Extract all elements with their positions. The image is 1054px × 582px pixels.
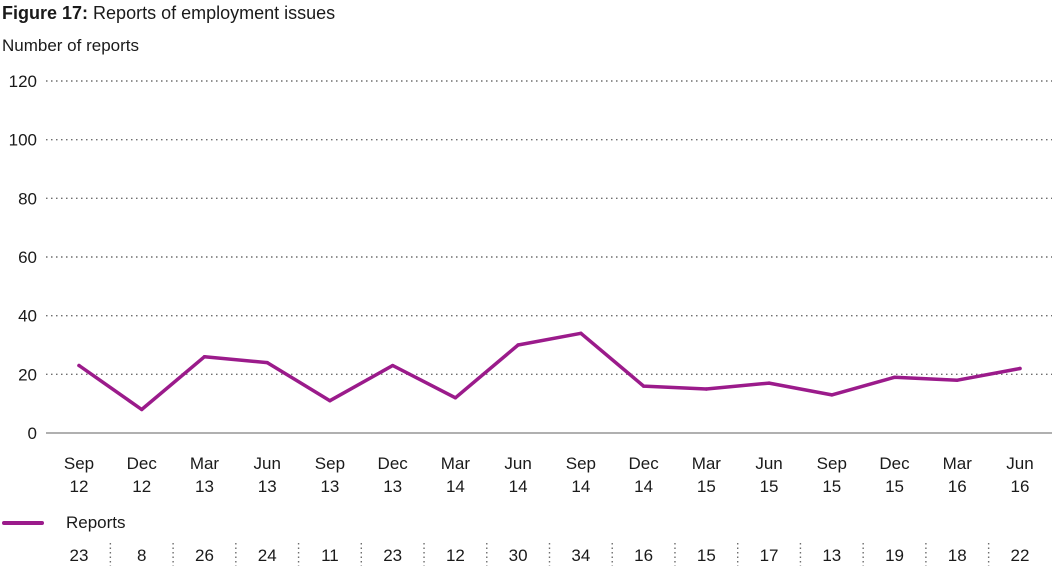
x-tick-label-month: Dec bbox=[378, 454, 409, 473]
data-point bbox=[641, 384, 646, 388]
data-point bbox=[265, 360, 269, 365]
data-point bbox=[140, 407, 144, 412]
data-table-value: 11 bbox=[321, 546, 339, 565]
x-tick-label-month: Jun bbox=[504, 454, 531, 473]
data-table-value: 24 bbox=[258, 546, 277, 565]
data-point bbox=[704, 387, 709, 391]
x-tick-label-year: 15 bbox=[697, 477, 716, 496]
data-table-value: 8 bbox=[137, 546, 146, 565]
legend-label: Reports bbox=[66, 513, 126, 532]
x-tick-label-month: Jun bbox=[253, 454, 280, 473]
data-point bbox=[202, 355, 207, 359]
data-table-value: 15 bbox=[697, 546, 716, 565]
data-table-value: 19 bbox=[885, 546, 904, 565]
chart-title: Figure 17: Reports of employment issues bbox=[2, 3, 335, 23]
data-table-value: 23 bbox=[383, 546, 402, 565]
x-tick-label-year: 13 bbox=[383, 477, 402, 496]
data-table-value: 18 bbox=[948, 546, 967, 565]
x-tick-label-month: Sep bbox=[64, 454, 94, 473]
y-tick-label: 120 bbox=[9, 72, 37, 91]
x-tick-label-month: Mar bbox=[943, 454, 973, 473]
x-tick-label-year: 15 bbox=[760, 477, 779, 496]
x-tick-label-month: Mar bbox=[190, 454, 220, 473]
y-tick-label: 20 bbox=[18, 365, 37, 384]
x-tick-label-month: Jun bbox=[1006, 454, 1033, 473]
figure-title: Reports of employment issues bbox=[93, 3, 336, 23]
x-tick-label-year: 15 bbox=[822, 477, 841, 496]
x-tick-label-month: Mar bbox=[692, 454, 722, 473]
y-tick-label: 40 bbox=[18, 307, 37, 326]
x-tick-label-year: 13 bbox=[258, 477, 277, 496]
data-table-value: 23 bbox=[70, 546, 89, 565]
y-tick-label: 80 bbox=[18, 189, 37, 208]
x-tick-label-year: 14 bbox=[634, 477, 653, 496]
x-tick-label-month: Mar bbox=[441, 454, 471, 473]
x-tick-label-month: Jun bbox=[755, 454, 782, 473]
data-table-value: 17 bbox=[760, 546, 779, 565]
x-tick-label-year: 14 bbox=[509, 477, 528, 496]
x-tick-label-month: Dec bbox=[628, 454, 659, 473]
x-axis-ticks: Sep 12 Dec 12 Mar 13 Jun 13 Sep 13 Dec 13 Mar 14 Jun 14… bbox=[64, 454, 1034, 496]
data-point bbox=[579, 331, 583, 335]
legend-swatch bbox=[2, 521, 44, 525]
series-line-reports bbox=[77, 331, 1022, 412]
x-tick-label-month: Dec bbox=[127, 454, 158, 473]
x-tick-label-month: Dec bbox=[879, 454, 910, 473]
data-table-value: 30 bbox=[509, 546, 528, 565]
x-tick-label-year: 12 bbox=[132, 477, 151, 496]
data-point bbox=[892, 375, 897, 379]
x-tick-label-year: 15 bbox=[885, 477, 904, 496]
data-table-value: 34 bbox=[571, 546, 590, 565]
data-table: 23 8 26 24 11 23 12 30 34 16 15 17 13 19 18 22 bbox=[70, 543, 1030, 566]
x-tick-label-year: 12 bbox=[70, 477, 89, 496]
data-point bbox=[830, 393, 834, 397]
data-point bbox=[390, 363, 395, 368]
figure-label: Figure 17: bbox=[2, 3, 89, 23]
x-tick-label-month: Sep bbox=[566, 454, 596, 473]
data-point bbox=[767, 381, 771, 385]
data-table-value: 16 bbox=[634, 546, 653, 565]
data-table-value: 13 bbox=[822, 546, 841, 565]
y-tick-label: 0 bbox=[28, 424, 37, 443]
x-tick-label-year: 13 bbox=[320, 477, 339, 496]
data-table-value: 12 bbox=[446, 546, 465, 565]
series-group bbox=[77, 331, 1022, 412]
y-axis-ticks: 0 20 40 60 80 100 120 bbox=[9, 72, 37, 443]
x-tick-label-year: 14 bbox=[571, 477, 590, 496]
data-point bbox=[328, 399, 332, 403]
x-tick-label-month: Sep bbox=[315, 454, 345, 473]
data-point bbox=[1018, 366, 1022, 371]
data-table-value: 26 bbox=[195, 546, 214, 565]
y-tick-label: 60 bbox=[18, 248, 37, 267]
y-tick-label: 100 bbox=[9, 131, 37, 150]
gridlines bbox=[46, 80, 1052, 434]
data-point bbox=[955, 378, 959, 382]
x-tick-label-year: 13 bbox=[195, 477, 214, 496]
data-table-value: 22 bbox=[1011, 546, 1030, 565]
x-tick-label-year: 16 bbox=[948, 477, 967, 496]
y-axis-label: Number of reports bbox=[2, 36, 139, 55]
x-tick-label-year: 16 bbox=[1011, 477, 1030, 496]
x-tick-label-month: Sep bbox=[817, 454, 847, 473]
data-point bbox=[516, 343, 520, 347]
data-point bbox=[77, 363, 81, 368]
data-point bbox=[453, 396, 458, 400]
x-tick-label-year: 14 bbox=[446, 477, 465, 496]
